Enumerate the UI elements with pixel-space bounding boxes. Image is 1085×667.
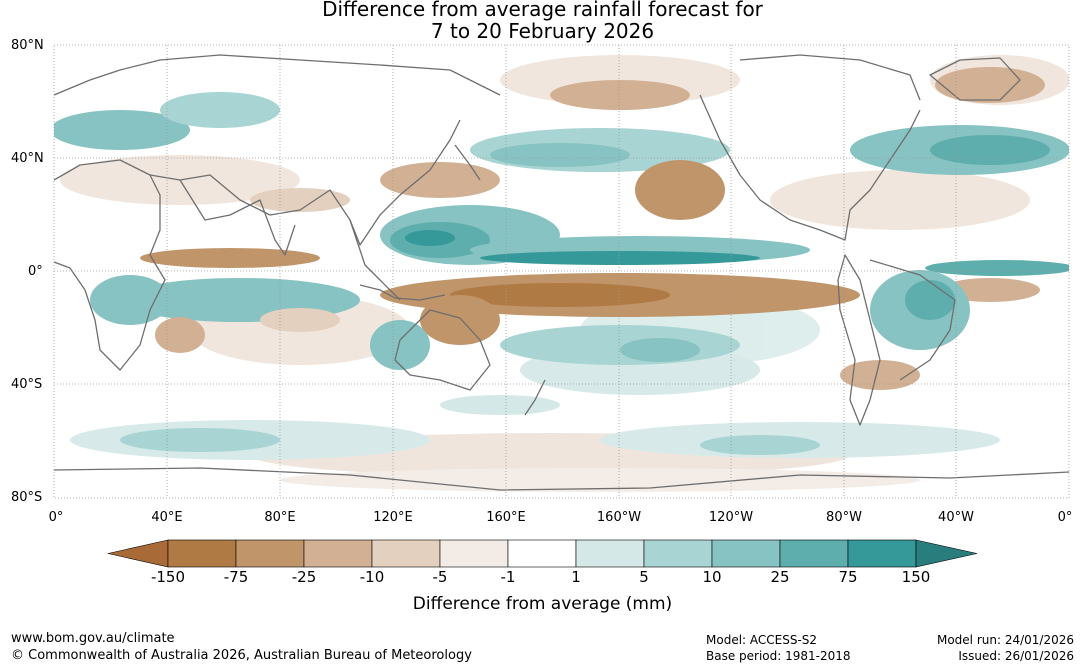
lon-label: 0° bbox=[48, 510, 64, 525]
lon-label: 40°E bbox=[151, 510, 183, 525]
colorbar-tick-label: 5 bbox=[639, 568, 649, 586]
colorbar-tick-label: -150 bbox=[150, 568, 186, 586]
colorbar-swatch bbox=[847, 539, 917, 568]
colorbar-extend-low bbox=[107, 539, 169, 568]
colorbar-swatch bbox=[711, 539, 781, 568]
colorbar-swatch bbox=[235, 539, 305, 568]
colorbar-swatch bbox=[303, 539, 373, 568]
lat-label: 40°N bbox=[11, 151, 44, 166]
colorbar-swatch bbox=[575, 539, 645, 568]
colorbar-swatch bbox=[167, 539, 237, 568]
website-link[interactable]: www.bom.gov.au/climate bbox=[11, 631, 175, 646]
colorbar-swatch bbox=[439, 539, 509, 568]
lon-label: 80°E bbox=[264, 510, 296, 525]
colorbar-tick-label: -25 bbox=[291, 568, 317, 586]
map-frame bbox=[53, 44, 1070, 499]
lat-label: 80°N bbox=[11, 38, 44, 53]
colorbar bbox=[107, 539, 978, 568]
model-name: Model: ACCESS-S2 bbox=[706, 633, 818, 647]
colorbar-tick-label: 10 bbox=[702, 568, 722, 586]
coastlines bbox=[54, 54, 1069, 491]
lat-label: 40°S bbox=[11, 377, 43, 392]
lon-label: 120°E bbox=[373, 510, 413, 525]
colorbar-title: Difference from average (mm) bbox=[412, 594, 673, 614]
lon-label: 80°W bbox=[826, 510, 862, 525]
colorbar-tick-label: -10 bbox=[359, 568, 385, 586]
colorbar-tick-label: 1 bbox=[571, 568, 581, 586]
lat-label: 80°S bbox=[11, 490, 43, 505]
lon-label: 0° bbox=[1057, 510, 1073, 525]
colorbar-tick-label: -1 bbox=[500, 568, 516, 586]
colorbar-swatch bbox=[779, 539, 849, 568]
colorbar-tick-label: -75 bbox=[223, 568, 249, 586]
lon-label: 120°W bbox=[708, 510, 754, 525]
model-run-date: Model run: 24/01/2026 bbox=[936, 633, 1074, 647]
colorbar-tick-label: 75 bbox=[838, 568, 858, 586]
graticule bbox=[54, 45, 1069, 498]
lon-label: 160°W bbox=[596, 510, 642, 525]
map-title-line1: Difference from average rainfall forecas… bbox=[322, 0, 763, 21]
colorbar-tick-label: -5 bbox=[432, 568, 448, 586]
issued-date: Issued: 26/01/2026 bbox=[958, 649, 1074, 663]
anomaly-field bbox=[54, 55, 1069, 492]
lon-label: 160°E bbox=[486, 510, 526, 525]
map-title-line2: 7 to 20 February 2026 bbox=[430, 19, 655, 43]
lat-label: 0° bbox=[28, 264, 43, 279]
copyright-text: © Commonwealth of Australia 2026, Austra… bbox=[11, 648, 472, 663]
lon-label: 40°W bbox=[938, 510, 974, 525]
colorbar-swatch bbox=[371, 539, 441, 568]
base-period: Base period: 1981-2018 bbox=[706, 649, 851, 663]
colorbar-tick-label: 25 bbox=[770, 568, 790, 586]
colorbar-swatch bbox=[643, 539, 713, 568]
colorbar-extend-high bbox=[915, 539, 978, 568]
colorbar-tick-label: 150 bbox=[901, 568, 931, 586]
colorbar-swatch bbox=[507, 539, 577, 568]
